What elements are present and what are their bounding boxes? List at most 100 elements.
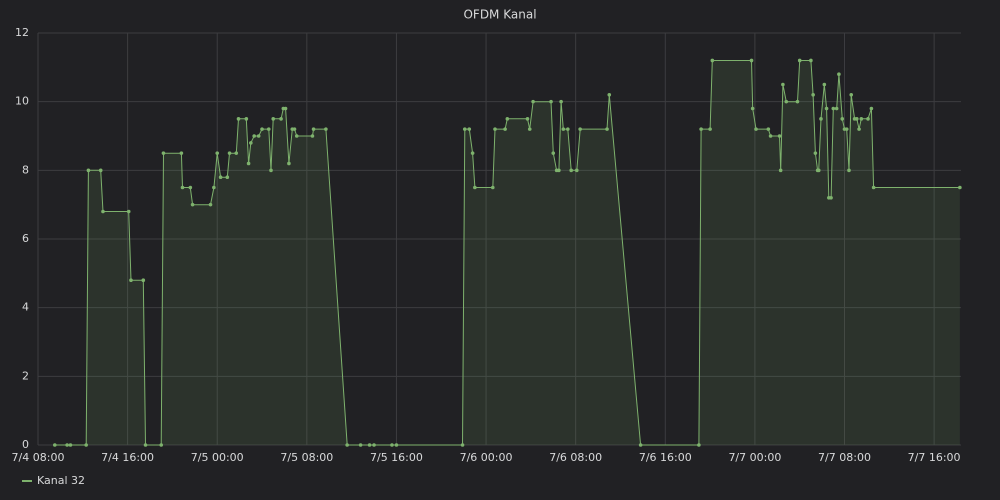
point [871, 185, 876, 190]
point [708, 127, 712, 131]
point [816, 168, 821, 173]
point [837, 72, 841, 76]
point [855, 117, 859, 121]
point [527, 127, 532, 131]
point [574, 168, 579, 173]
point [367, 443, 372, 447]
point [53, 443, 57, 447]
y-tick-label: 2 [22, 369, 29, 382]
y-tick-label: 10 [15, 95, 29, 108]
point [569, 168, 573, 173]
point [358, 443, 363, 447]
point [710, 58, 715, 63]
point [566, 127, 570, 131]
point [372, 443, 376, 447]
y-tick-label: 4 [22, 301, 29, 314]
point [829, 196, 833, 200]
point [859, 117, 864, 121]
y-tick-label: 12 [15, 26, 29, 39]
point [101, 209, 105, 214]
point [68, 443, 73, 447]
x-tick-label: 7/6 08:00 [549, 451, 602, 464]
point [784, 99, 789, 104]
point [493, 127, 497, 131]
point [795, 99, 800, 104]
point [470, 151, 475, 155]
point [811, 93, 815, 97]
point [866, 117, 870, 121]
point [311, 127, 316, 131]
point [750, 106, 755, 111]
point [126, 209, 131, 214]
point [766, 127, 771, 131]
point [490, 185, 495, 190]
point [256, 134, 261, 138]
point [467, 127, 472, 131]
point [531, 99, 535, 104]
point [208, 202, 213, 207]
point [271, 117, 276, 121]
point [279, 117, 283, 121]
point [141, 278, 146, 283]
point [345, 443, 349, 447]
point [958, 185, 962, 190]
point [269, 168, 273, 173]
point [503, 127, 507, 131]
point [292, 127, 297, 131]
point [188, 185, 193, 190]
point [283, 106, 288, 111]
point [86, 168, 91, 173]
point [840, 117, 845, 121]
x-tick-label: 7/7 16:00 [908, 451, 961, 464]
y-tick-label: 8 [22, 163, 29, 176]
point [525, 117, 530, 121]
point [847, 168, 851, 173]
point [324, 127, 328, 131]
y-tick-label: 0 [22, 438, 29, 451]
point [287, 161, 291, 166]
x-tick-label: 7/5 16:00 [370, 451, 423, 464]
point [699, 127, 703, 131]
point [822, 82, 827, 87]
point [84, 443, 88, 447]
point [212, 185, 216, 190]
point [561, 127, 566, 131]
point [813, 151, 818, 155]
point [781, 82, 785, 87]
point [266, 127, 271, 131]
point [749, 58, 754, 63]
x-tick-label: 7/6 00:00 [460, 451, 513, 464]
point [778, 168, 783, 173]
point [129, 278, 133, 283]
point [797, 58, 802, 63]
x-tick-label: 7/7 00:00 [728, 451, 781, 464]
x-tick-label: 7/5 00:00 [191, 451, 244, 464]
area [54, 60, 960, 445]
point [234, 151, 239, 155]
point [834, 106, 839, 111]
x-tick-label: 7/7 08:00 [818, 451, 871, 464]
point [844, 127, 849, 131]
point [559, 99, 563, 104]
point [260, 127, 264, 131]
point [215, 151, 220, 155]
point [460, 443, 465, 447]
line [54, 60, 960, 446]
point [394, 443, 399, 447]
x-tick-label: 7/5 08:00 [280, 451, 333, 464]
point [310, 134, 315, 138]
point [869, 106, 874, 111]
point [218, 175, 223, 179]
point [143, 443, 148, 447]
point [180, 185, 185, 190]
point [607, 93, 612, 97]
point [236, 117, 241, 121]
chart-title: OFDM Kanal [463, 8, 536, 22]
point [551, 151, 556, 155]
point [549, 99, 553, 104]
point [557, 168, 561, 173]
point [819, 117, 823, 121]
point [849, 93, 854, 97]
